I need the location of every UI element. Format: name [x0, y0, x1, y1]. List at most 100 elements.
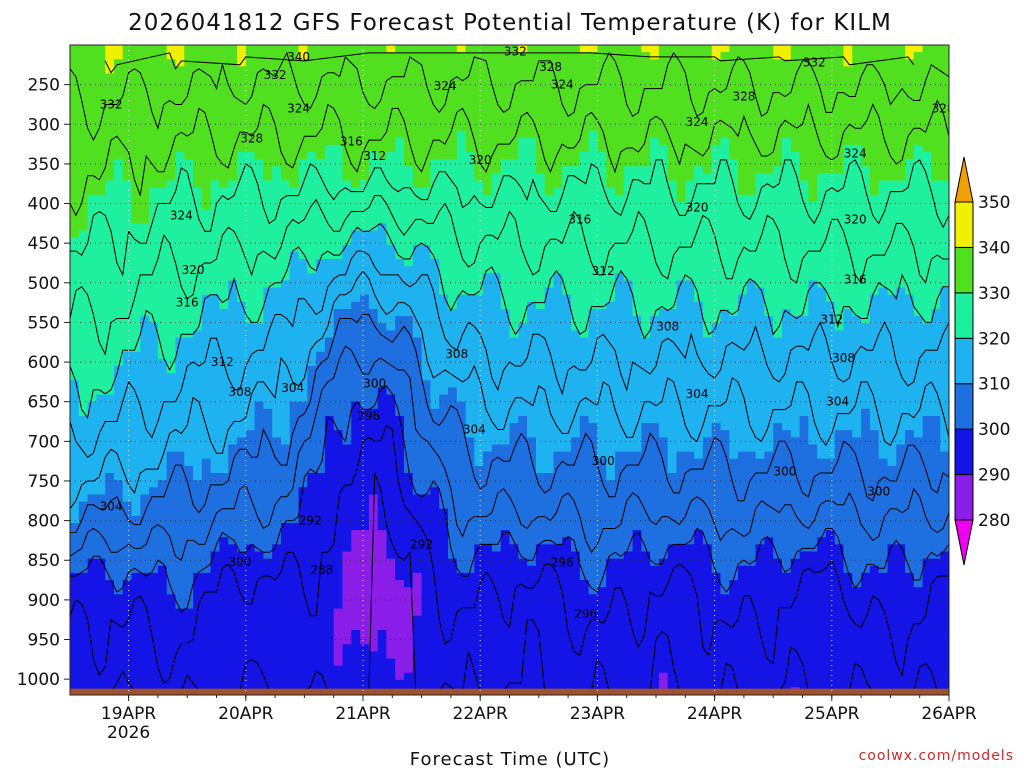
- field-cell: [439, 515, 449, 524]
- field-cell: [509, 679, 520, 688]
- field-cell: [105, 651, 115, 660]
- field-cell: [491, 323, 502, 332]
- field-cell: [70, 380, 80, 389]
- field-cell: [456, 273, 467, 282]
- field-cell: [307, 273, 317, 282]
- field-cell: [78, 558, 89, 567]
- field-cell: [404, 66, 414, 75]
- field-cell: [404, 651, 414, 660]
- field-cell: [474, 251, 484, 260]
- field-cell: [360, 194, 370, 203]
- field-cell: [483, 601, 493, 610]
- field-cell: [316, 672, 326, 681]
- field-cell: [298, 351, 309, 360]
- field-cell: [272, 216, 282, 225]
- field-cell: [184, 565, 194, 574]
- field-cell: [87, 66, 98, 75]
- field-cell: [219, 159, 229, 167]
- field-cell: [140, 380, 150, 389]
- field-cell: [448, 337, 458, 346]
- field-cell: [254, 273, 265, 282]
- field-cell: [228, 259, 238, 267]
- field-cell: [448, 166, 458, 175]
- field-cell: [491, 630, 502, 638]
- field-cell: [289, 152, 300, 160]
- field-cell: [96, 309, 106, 317]
- field-cell: [483, 59, 493, 68]
- field-cell: [122, 209, 133, 217]
- field-cell: [175, 94, 186, 103]
- field-cell: [201, 444, 212, 453]
- field-cell: [360, 80, 370, 89]
- field-cell: [201, 544, 212, 553]
- field-cell: [342, 608, 353, 617]
- field-cell: [377, 679, 388, 688]
- field-cell: [228, 316, 238, 324]
- field-cell: [70, 480, 80, 489]
- field-cell: [175, 630, 186, 638]
- field-cell: [272, 480, 282, 489]
- field-cell: [193, 423, 203, 431]
- field-cell: [140, 537, 150, 546]
- field-cell: [114, 679, 124, 688]
- field-cell: [254, 223, 265, 232]
- field-cell: [474, 94, 484, 103]
- field-cell: [544, 152, 555, 160]
- field-cell: [228, 615, 238, 624]
- field-cell: [316, 330, 326, 339]
- field-cell: [131, 216, 142, 225]
- field-cell: [360, 301, 370, 310]
- field-cell: [87, 394, 98, 403]
- field-cell: [465, 572, 476, 581]
- field-cell: [201, 266, 212, 275]
- field-cell: [316, 351, 326, 360]
- field-cell: [316, 572, 326, 581]
- field-cell: [465, 351, 476, 360]
- field-cell: [351, 523, 361, 531]
- field-cell: [175, 508, 186, 517]
- field-cell: [105, 287, 115, 296]
- field-cell: [210, 637, 221, 645]
- field-cell: [87, 558, 98, 567]
- field-cell: [518, 330, 528, 339]
- field-cell: [184, 551, 194, 560]
- field-cell: [210, 430, 221, 439]
- field-cell: [509, 423, 520, 431]
- field-cell: [219, 244, 229, 253]
- field-cell: [157, 180, 168, 189]
- field-cell: [272, 558, 282, 567]
- field-cell: [483, 501, 493, 510]
- field-cell: [518, 209, 528, 217]
- field-cell: [289, 287, 300, 296]
- field-cell: [87, 59, 98, 68]
- field-cell: [298, 630, 309, 638]
- field-cell: [96, 644, 106, 653]
- field-cell: [78, 380, 89, 389]
- field-cell: [465, 52, 476, 60]
- field-cell: [386, 451, 396, 460]
- field-cell: [78, 366, 89, 374]
- field-cell: [289, 166, 300, 175]
- field-cell: [333, 679, 344, 688]
- field-cell: [96, 444, 106, 453]
- field-cell: [175, 202, 186, 210]
- field-cell: [518, 487, 528, 496]
- field-cell: [245, 123, 256, 132]
- field-cell: [184, 401, 194, 410]
- field-cell: [377, 166, 388, 175]
- field-cell: [140, 273, 150, 282]
- field-cell: [412, 444, 423, 453]
- field-cell: [342, 316, 353, 324]
- field-cell: [87, 630, 98, 638]
- field-cell: [263, 52, 273, 60]
- field-cell: [78, 487, 89, 496]
- field-cell: [439, 501, 449, 510]
- field-cell: [96, 480, 106, 489]
- field-cell: [518, 45, 528, 53]
- field-cell: [78, 672, 89, 681]
- field-cell: [281, 644, 291, 653]
- field-cell: [131, 665, 142, 674]
- field-cell: [491, 280, 502, 289]
- field-cell: [237, 66, 247, 75]
- field-cell: [509, 451, 520, 460]
